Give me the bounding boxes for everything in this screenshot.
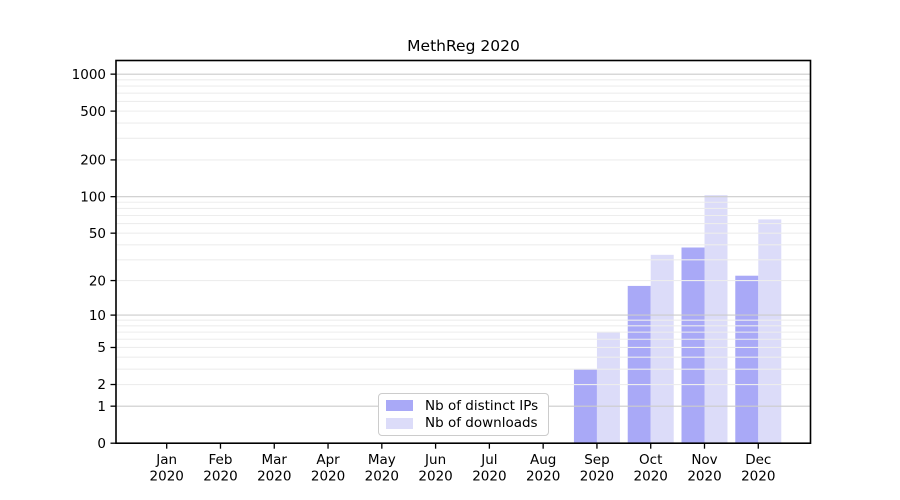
legend-item-distinct-ips: Nb of distinct IPs (386, 397, 538, 415)
y-tick-label-5: 5 (97, 340, 106, 356)
x-tick-label-nov-2020: Nov 2020 (687, 452, 721, 485)
x-tick-label-jul-2020: Jul 2020 (472, 452, 506, 485)
x-tick-label-jan-2020: Jan 2020 (150, 452, 184, 485)
y-tick-label-20: 20 (89, 273, 106, 289)
y-tick-label-100: 100 (80, 189, 106, 205)
x-tick-label-mar-2020: Mar 2020 (257, 452, 291, 485)
x-tick-label-oct-2020: Oct 2020 (634, 452, 668, 485)
legend-label-distinct-ips: Nb of distinct IPs (425, 397, 539, 414)
legend-label-downloads: Nb of downloads (425, 415, 538, 432)
x-tick-label-dec-2020: Dec 2020 (741, 452, 775, 485)
x-tick-label-sep-2020: Sep 2020 (580, 452, 614, 485)
bar-nb-of-downloads-sep-2020 (596, 332, 620, 444)
x-tick-label-apr-2020: Apr 2020 (311, 452, 345, 485)
bar-nb-of-downloads-oct-2020 (650, 254, 674, 444)
y-tick-label-500: 500 (80, 104, 106, 120)
chart-title: MethReg 2020 (407, 37, 520, 55)
legend-swatch-downloads (386, 417, 413, 429)
x-tick-label-aug-2020: Aug 2020 (526, 452, 560, 485)
y-tick-label-1000: 1000 (72, 67, 106, 83)
bar-nb-of-downloads-nov-2020 (704, 195, 728, 444)
y-tick-label-200: 200 (80, 153, 106, 169)
bar-nb-of-distinct-ips-nov-2020 (681, 247, 705, 444)
y-tick-label-10: 10 (89, 308, 106, 324)
y-tick-label-1: 1 (97, 399, 106, 415)
x-tick-label-jun-2020: Jun 2020 (418, 452, 452, 485)
x-tick-label-feb-2020: Feb 2020 (203, 452, 237, 485)
legend-item-downloads: Nb of downloads (386, 415, 538, 433)
bar-nb-of-downloads-dec-2020 (758, 219, 782, 444)
x-tick-label-may-2020: May 2020 (365, 452, 399, 485)
bar-nb-of-distinct-ips-dec-2020 (735, 275, 759, 444)
legend: Nb of distinct IPs Nb of downloads (378, 393, 550, 436)
y-tick-label-2: 2 (97, 377, 106, 393)
bar-nb-of-distinct-ips-oct-2020 (627, 285, 651, 444)
y-tick-label-0: 0 (97, 436, 106, 452)
plot-border (115, 59, 812, 445)
y-tick-label-50: 50 (89, 226, 106, 242)
legend-swatch-distinct-ips (386, 400, 413, 412)
